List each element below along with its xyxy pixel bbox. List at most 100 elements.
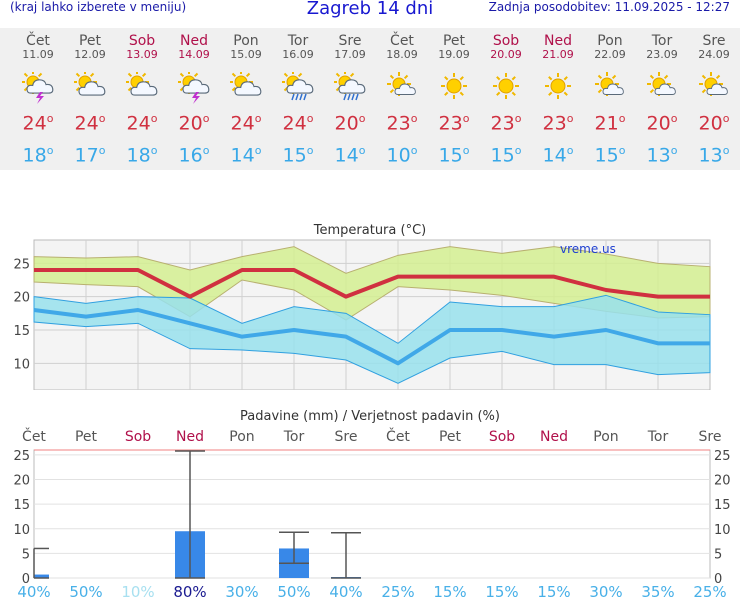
- day-column: Pet 19.09 23o 15o: [428, 28, 480, 170]
- day-name: Sre: [338, 33, 362, 49]
- min-temperature: 18o: [126, 144, 158, 167]
- sun-cloud-rain-icon: [334, 72, 366, 101]
- min-temp-line: [33, 308, 710, 366]
- day-name: Sre: [702, 33, 726, 49]
- day-name: Pet: [442, 33, 466, 49]
- min-temperature: 14o: [230, 144, 262, 167]
- day-column: Pon 22.09 21o 15o: [584, 28, 636, 170]
- y-tick-label: 20: [13, 474, 30, 489]
- max-temperature: 24o: [126, 112, 158, 135]
- day-name: Pon: [233, 33, 259, 49]
- sun-small-cloud-icon: [387, 72, 416, 96]
- max-temperature: 20o: [334, 112, 366, 135]
- sun-small-cloud-icon: [595, 72, 624, 96]
- day-column: Čet 18.09 23o 10o: [376, 28, 428, 170]
- y-tick-label-right: 25: [714, 449, 731, 464]
- temperature-chart: Temperatura (°C) 10 15 20 25 vreme.us: [13, 223, 711, 390]
- max-temperature: 20o: [178, 112, 210, 135]
- x-tick-label: Ned: [176, 429, 204, 445]
- x-tick-label: Ned: [540, 429, 568, 445]
- x-tick-label: Tor: [283, 429, 305, 445]
- precip-bar: [34, 574, 49, 578]
- day-name: Pet: [78, 33, 102, 49]
- day-date: 17.09: [334, 48, 366, 61]
- y-tick-label: 20: [13, 291, 30, 306]
- y-tick-label-right: 0: [714, 572, 722, 587]
- sun-icon: [545, 73, 571, 99]
- y-tick-label: 25: [13, 449, 30, 464]
- x-tick-label: Sre: [699, 429, 722, 445]
- probability-label: 25%: [381, 583, 414, 600]
- probability-label: 25%: [693, 583, 726, 600]
- day-column: Sre 17.09 20o 14o: [324, 28, 376, 170]
- day-name: Pon: [597, 33, 623, 49]
- min-temperature: 17o: [74, 144, 106, 167]
- y-tick-label-right: 5: [714, 547, 722, 562]
- day-date: 14.09: [178, 48, 210, 61]
- max-temperature: 24o: [230, 112, 262, 135]
- day-column: Čet 11.09 24o 18o: [12, 28, 64, 170]
- day-name: Ned: [180, 33, 208, 49]
- plot-area: [33, 449, 711, 579]
- y-tick-label-right: 15: [714, 498, 731, 513]
- probability-label: 10%: [121, 583, 154, 600]
- day-date: 15.09: [230, 48, 262, 61]
- x-tick-label: Pon: [593, 429, 618, 445]
- sun-cloud-icon: [230, 72, 262, 96]
- x-tick-label: Tor: [647, 429, 669, 445]
- max-temperature: 23o: [490, 112, 522, 135]
- y-tick-label-right: 20: [714, 474, 731, 489]
- probability-label: 40%: [329, 583, 362, 600]
- min-temperature: 10o: [386, 144, 418, 167]
- min-temperature: 15o: [594, 144, 626, 167]
- min-temperature: 15o: [438, 144, 470, 167]
- daily-forecast-strip: Čet 11.09 24o 18o Pet 12.09 24o 17o Sob 13.09 24o 1…: [0, 28, 740, 170]
- sun-small-cloud-icon: [699, 72, 728, 96]
- day-column: Ned 21.09 23o 14o: [532, 28, 584, 170]
- day-date: 18.09: [386, 48, 418, 61]
- min-temperature: 13o: [646, 144, 678, 167]
- day-date: 13.09: [126, 48, 158, 61]
- day-date: 19.09: [438, 48, 470, 61]
- probability-label: 50%: [69, 583, 102, 600]
- sun-icon: [493, 73, 519, 99]
- max-temperature: 23o: [542, 112, 574, 135]
- min-temp-band: [33, 294, 711, 384]
- day-name: Čet: [26, 33, 50, 49]
- min-temperature: 14o: [334, 144, 366, 167]
- x-tick-label: Sob: [489, 429, 515, 445]
- day-column: Sob 13.09 24o 18o: [116, 28, 168, 170]
- max-temperature: 24o: [74, 112, 106, 135]
- day-name: Ned: [544, 33, 572, 49]
- sun-icon: [441, 73, 467, 99]
- sun-cloud-storm-icon: [22, 72, 54, 104]
- y-tick-label: 25: [13, 257, 30, 272]
- location-hint: (kraj lahko izberete v meniju): [10, 0, 187, 14]
- day-date: 22.09: [594, 48, 626, 61]
- day-date: 20.09: [490, 48, 522, 61]
- max-temperature: 21o: [594, 112, 626, 135]
- day-name: Sob: [492, 33, 520, 49]
- probability-label: 40%: [17, 583, 50, 600]
- page-title: Zagreb 14 dni: [306, 0, 434, 19]
- probability-label: 35%: [641, 583, 674, 600]
- max-temperature: 23o: [438, 112, 470, 135]
- day-column: Sre 24.09 20o 13o: [688, 28, 740, 170]
- max-temperature: 24o: [22, 112, 54, 135]
- y-tick-label: 0: [22, 572, 30, 587]
- max-temp-line: [34, 268, 710, 299]
- y-tick-label-right: 10: [714, 523, 731, 538]
- max-temperature: 24o: [282, 112, 314, 135]
- x-tick-label: Sob: [125, 429, 151, 445]
- x-tick-label: Pet: [439, 429, 462, 445]
- probability-label: 15%: [433, 583, 466, 600]
- day-name: Tor: [651, 33, 673, 49]
- min-temperature: 15o: [490, 144, 522, 167]
- day-date: 24.09: [698, 48, 730, 61]
- day-date: 21.09: [542, 48, 574, 61]
- probability-label: 15%: [537, 583, 570, 600]
- probability-label: 30%: [225, 583, 258, 600]
- day-column: Sob 20.09 23o 15o: [480, 28, 532, 170]
- sun-small-cloud-icon: [647, 72, 676, 96]
- sun-cloud-storm-icon: [178, 72, 210, 104]
